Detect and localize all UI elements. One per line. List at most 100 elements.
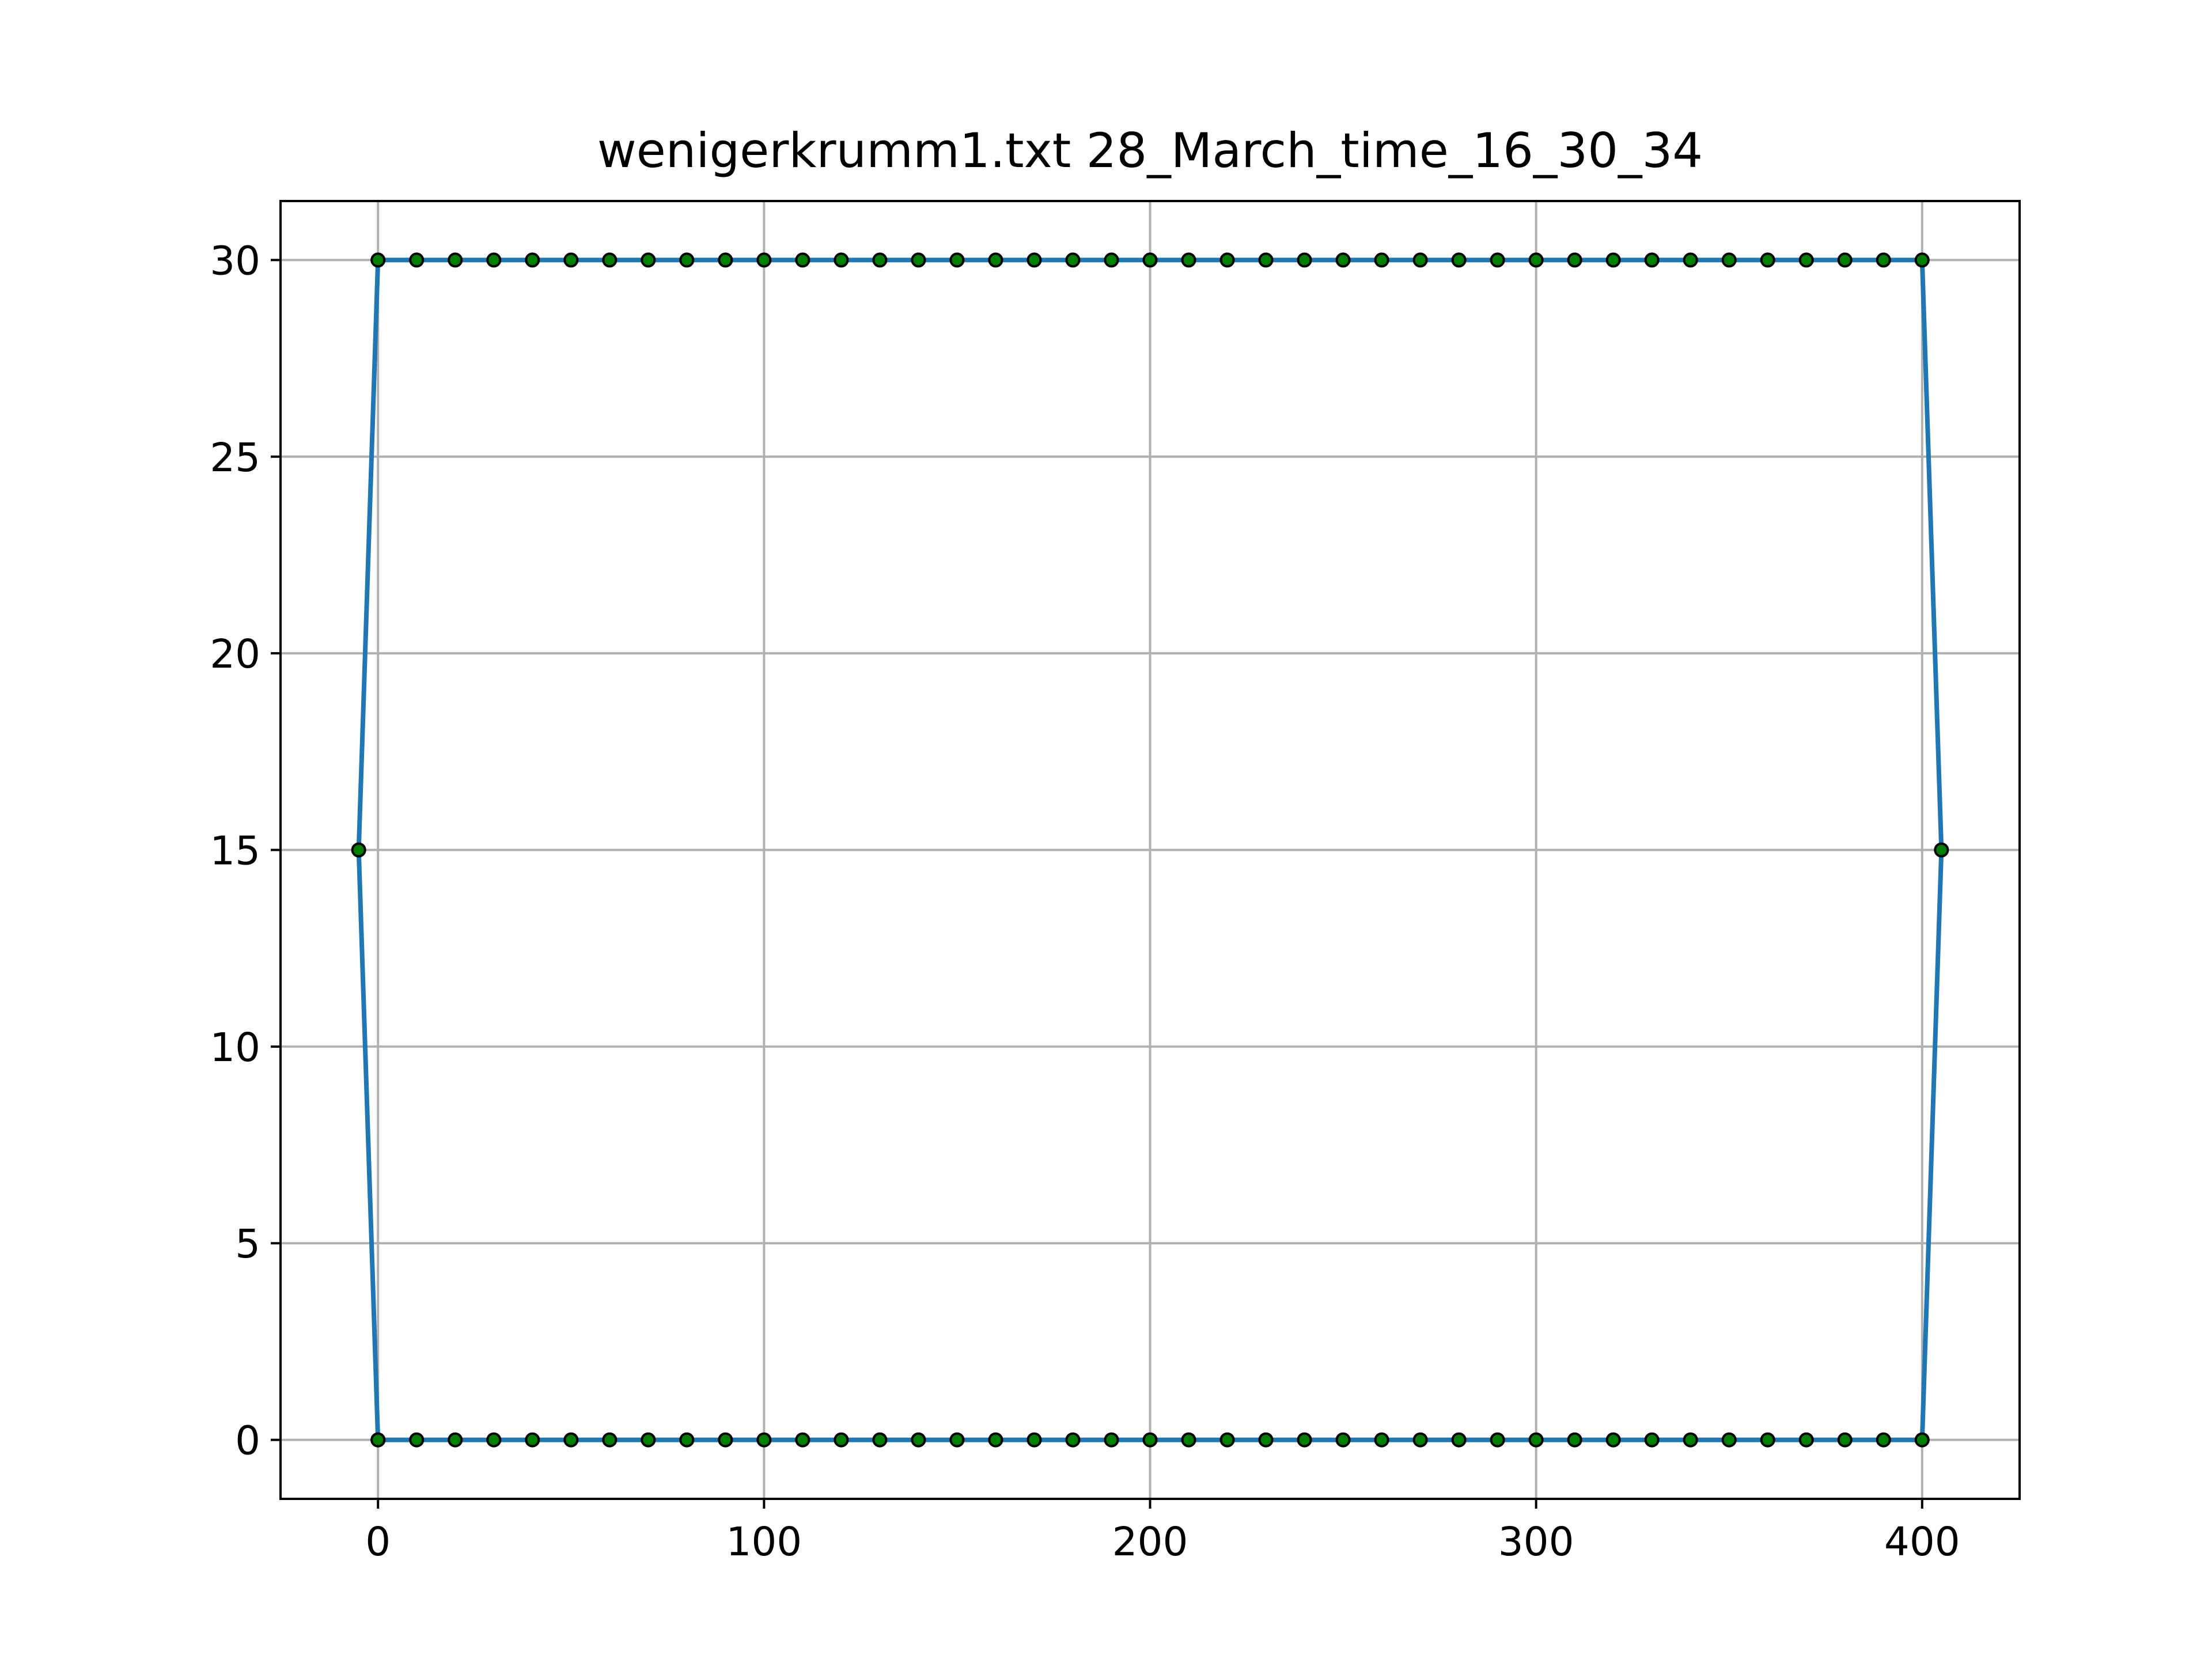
data-point <box>872 252 888 268</box>
data-point <box>1142 1432 1158 1448</box>
data-point <box>1528 1432 1544 1448</box>
data-point <box>1605 252 1621 268</box>
data-point <box>1644 1432 1660 1448</box>
data-point <box>756 1432 772 1448</box>
data-point <box>525 1432 540 1448</box>
y-tick-label: 15 <box>210 828 260 874</box>
data-point <box>486 1432 502 1448</box>
data-point <box>1142 252 1158 268</box>
data-point <box>834 1432 849 1448</box>
data-point <box>795 1432 810 1448</box>
data-point <box>1374 1432 1389 1448</box>
data-point <box>1219 252 1235 268</box>
data-point <box>834 252 849 268</box>
data-point <box>911 252 926 268</box>
data-point <box>1451 1432 1467 1448</box>
data-point <box>756 252 772 268</box>
data-point <box>448 252 463 268</box>
data-point <box>1490 1432 1505 1448</box>
data-point <box>1335 252 1351 268</box>
data-point <box>409 252 425 268</box>
data-point <box>1412 252 1428 268</box>
x-tick-label: 400 <box>1884 1519 1960 1565</box>
data-point <box>911 1432 926 1448</box>
data-point <box>641 252 656 268</box>
data-point <box>602 252 618 268</box>
marker-layer <box>351 252 1949 1448</box>
data-point <box>1065 1432 1081 1448</box>
data-point <box>1027 252 1042 268</box>
y-tick-label: 25 <box>210 435 260 481</box>
data-point <box>525 252 540 268</box>
x-tick-label: 200 <box>1112 1519 1188 1565</box>
chart-title: wenigerkrumm1.txt 28_March_time_16_30_34 <box>597 123 1703 179</box>
data-point <box>1065 252 1081 268</box>
data-point <box>1451 252 1467 268</box>
data-point <box>1798 1432 1814 1448</box>
data-point <box>486 252 502 268</box>
data-point <box>1297 252 1312 268</box>
data-point <box>351 842 366 858</box>
data-point <box>1721 252 1737 268</box>
data-point <box>1412 1432 1428 1448</box>
data-point <box>1567 252 1582 268</box>
data-point <box>1837 1432 1853 1448</box>
data-point <box>602 1432 618 1448</box>
data-point <box>1683 1432 1698 1448</box>
data-point <box>1683 252 1698 268</box>
data-point <box>1914 1432 1930 1448</box>
data-point <box>1219 1432 1235 1448</box>
data-point <box>949 1432 965 1448</box>
x-tick-label: 100 <box>726 1519 802 1565</box>
y-tick-label: 20 <box>210 631 260 677</box>
data-point <box>1760 1432 1775 1448</box>
y-tick-label: 0 <box>235 1418 260 1464</box>
data-point <box>718 1432 733 1448</box>
data-point <box>1914 252 1930 268</box>
data-point <box>1335 1432 1351 1448</box>
data-point <box>641 1432 656 1448</box>
data-point <box>1934 842 1949 858</box>
data-point <box>1876 252 1891 268</box>
data-point <box>1104 1432 1119 1448</box>
data-point <box>1644 252 1660 268</box>
data-point <box>409 1432 425 1448</box>
data-point <box>1104 252 1119 268</box>
data-point <box>1181 1432 1196 1448</box>
data-point <box>1297 1432 1312 1448</box>
data-point <box>563 1432 579 1448</box>
data-point <box>988 1432 1003 1448</box>
data-point <box>563 252 579 268</box>
data-point <box>1760 252 1775 268</box>
data-point <box>949 252 965 268</box>
data-point <box>1181 252 1196 268</box>
x-tick-label: 0 <box>365 1519 391 1565</box>
y-tick-label: 5 <box>235 1221 260 1267</box>
data-point <box>1027 1432 1042 1448</box>
data-point <box>1490 252 1505 268</box>
data-point <box>1528 252 1544 268</box>
data-point <box>872 1432 888 1448</box>
data-point <box>795 252 810 268</box>
data-point <box>679 1432 695 1448</box>
data-point <box>1837 252 1853 268</box>
data-point <box>370 252 386 268</box>
y-tick-label: 10 <box>210 1025 260 1071</box>
data-point <box>1258 1432 1274 1448</box>
y-tick-label: 30 <box>210 238 260 284</box>
tick-layer: 0 100 200 300 400 0 5 10 15 20 25 30 <box>210 238 1960 1565</box>
data-point <box>370 1432 386 1448</box>
data-point <box>679 252 695 268</box>
x-tick-label: 300 <box>1498 1519 1574 1565</box>
data-point <box>448 1432 463 1448</box>
data-point <box>988 252 1003 268</box>
data-point <box>1721 1432 1737 1448</box>
data-point <box>1798 252 1814 268</box>
data-point <box>1374 252 1389 268</box>
data-point <box>1567 1432 1582 1448</box>
data-point <box>718 252 733 268</box>
data-point <box>1258 252 1274 268</box>
